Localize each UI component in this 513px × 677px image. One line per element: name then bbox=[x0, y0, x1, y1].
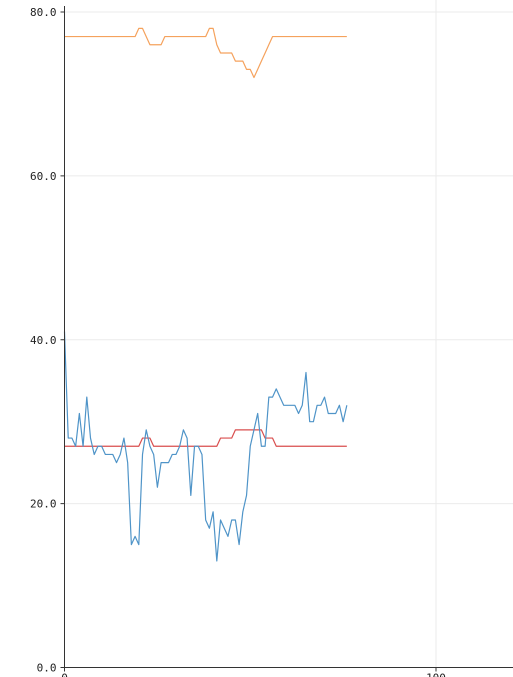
series-line-3 bbox=[63, 331, 348, 562]
series-line-1 bbox=[64, 27, 347, 79]
y-tick-label: 60.0 bbox=[30, 170, 57, 183]
y-tick-label: 20.0 bbox=[30, 498, 57, 511]
grid bbox=[60, 0, 513, 672]
y-tick-label: 0.0 bbox=[37, 662, 57, 675]
series-line-2 bbox=[64, 429, 347, 447]
x-tick-label: 0 bbox=[61, 672, 68, 677]
tick-labels: 0.0 20.0 40.0 60.0 80.0 0 100 bbox=[30, 6, 446, 677]
series-lines bbox=[63, 27, 348, 562]
x-tick-label: 100 bbox=[426, 672, 446, 677]
y-tick-label: 40.0 bbox=[30, 334, 57, 347]
axes bbox=[64, 6, 513, 668]
y-tick-label: 80.0 bbox=[30, 6, 57, 19]
